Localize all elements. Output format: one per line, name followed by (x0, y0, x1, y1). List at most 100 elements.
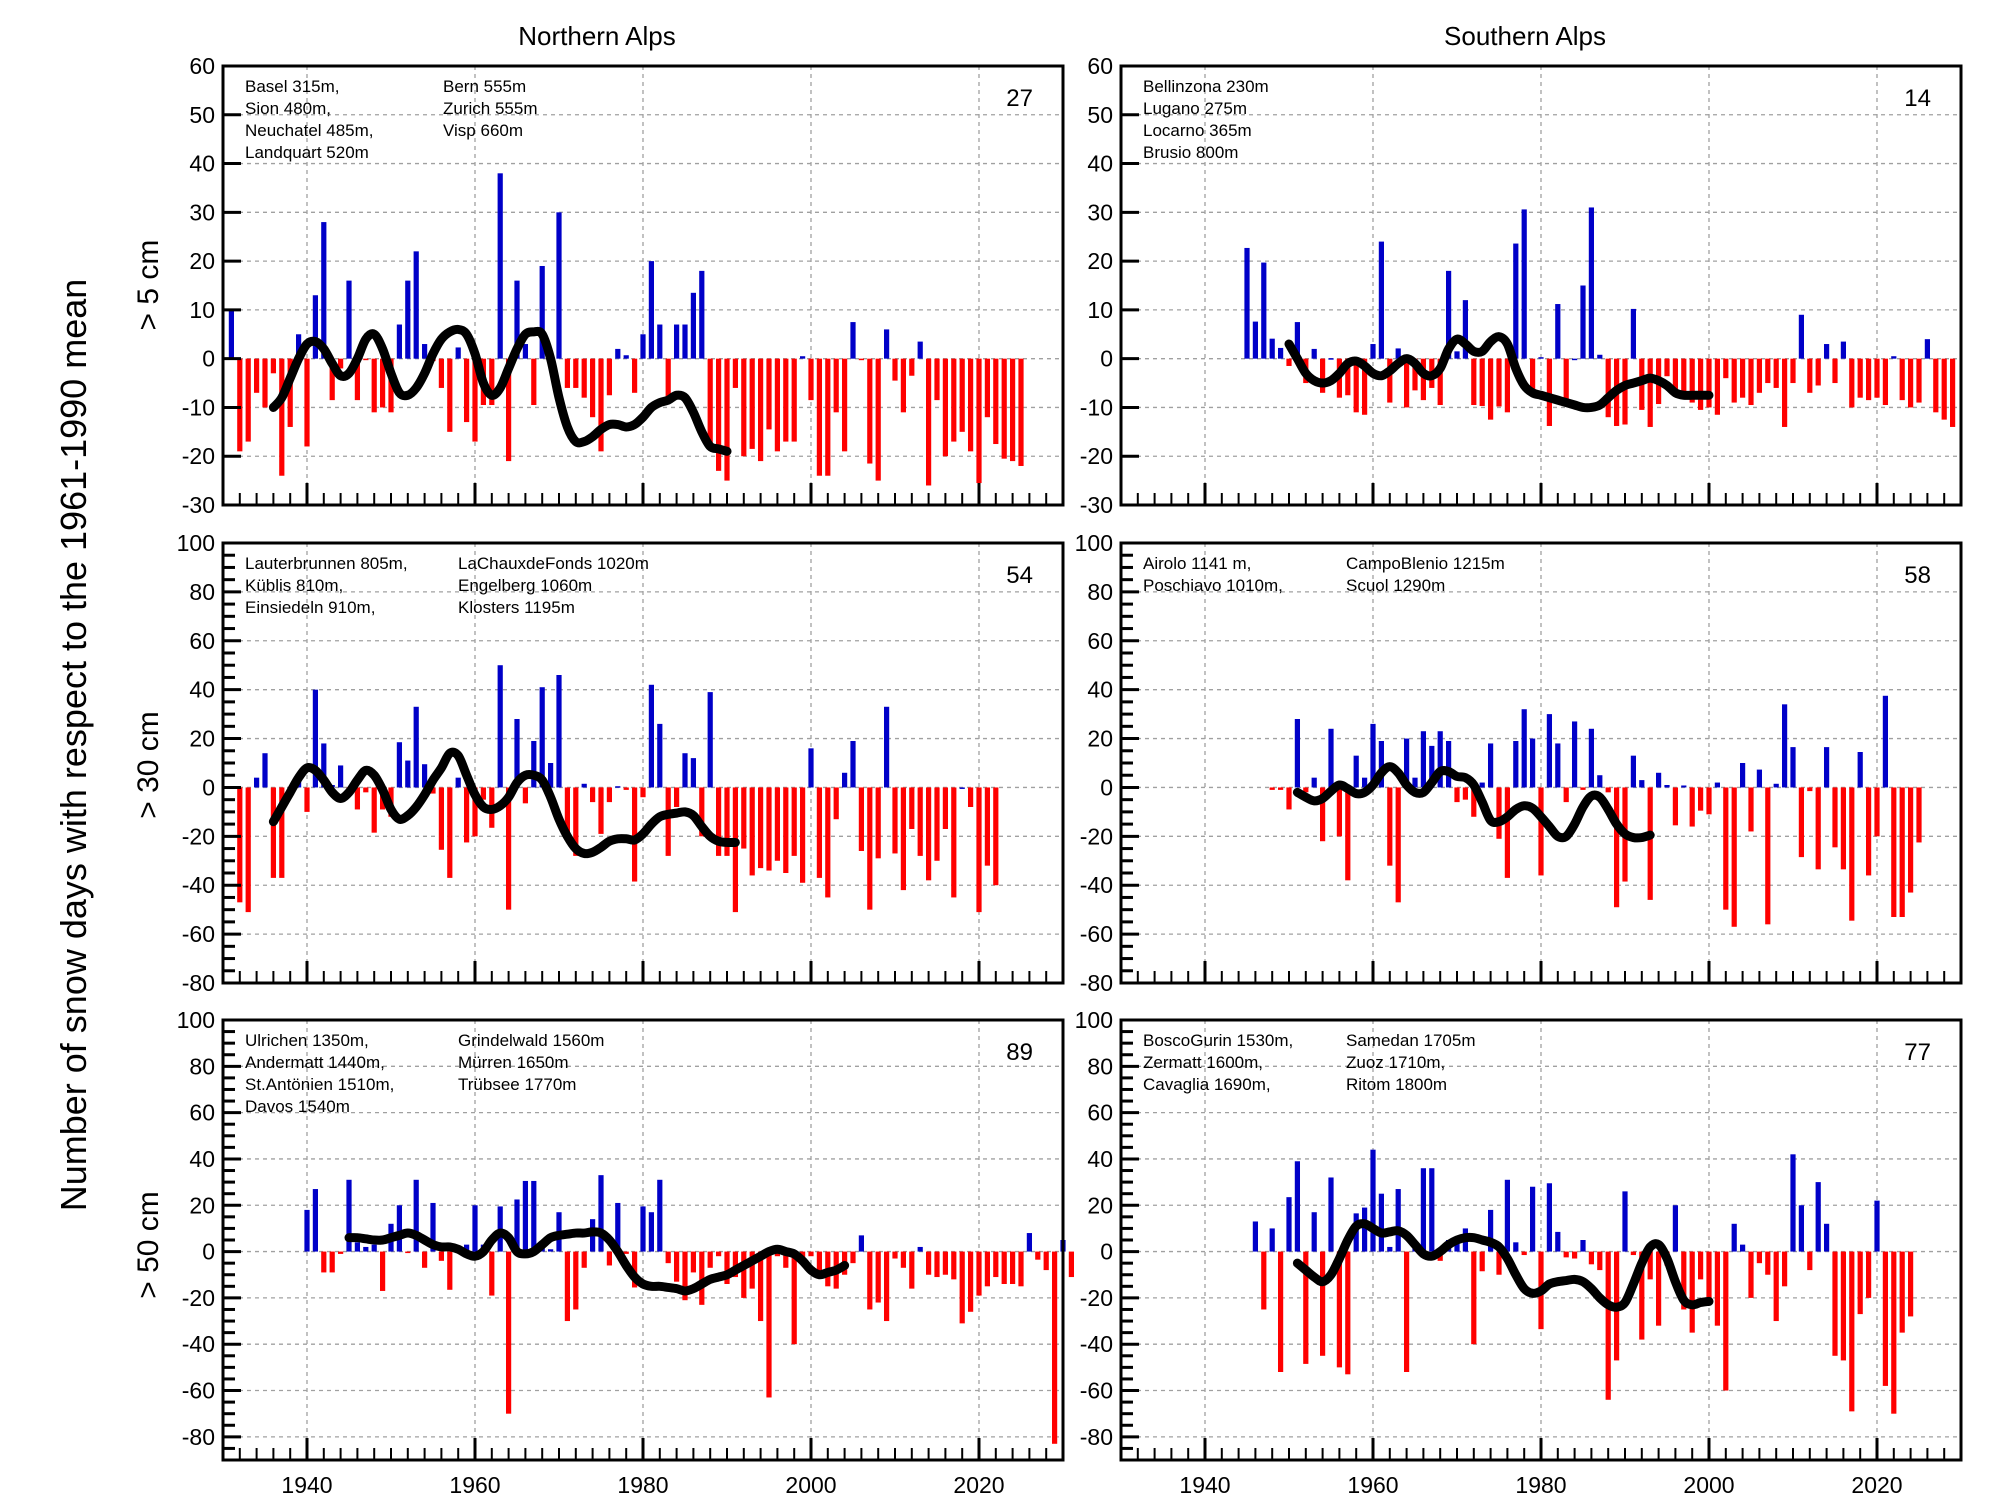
bar-negative (900, 787, 907, 891)
bar-negative (816, 1251, 823, 1273)
bar-positive (1555, 1231, 1561, 1252)
bar-negative (967, 1251, 974, 1312)
bar-positive (346, 1179, 352, 1252)
bar-positive (539, 687, 545, 788)
bar-negative (438, 358, 445, 388)
bar-positive (648, 261, 655, 359)
bar-positive (1395, 1189, 1401, 1252)
y-tick-label: -30 (1080, 492, 1113, 518)
bar-positive (1269, 338, 1275, 359)
bar-negative (1815, 787, 1821, 870)
bar-negative (1706, 1251, 1712, 1298)
bar-positive (1252, 321, 1259, 359)
bar-positive (413, 1179, 419, 1252)
bar-negative (354, 787, 361, 810)
bar-negative (1739, 358, 1746, 398)
bar-positive (1328, 728, 1334, 788)
bar-negative (606, 1251, 613, 1266)
station-label: BoscoGurin 1530m, (1143, 1031, 1293, 1050)
x-tick-label: 1940 (1179, 1472, 1230, 1498)
bar-positive (1328, 1177, 1334, 1252)
station-count-label: 14 (1904, 85, 1931, 112)
bar-negative (606, 787, 613, 803)
bar-positive (463, 1244, 470, 1252)
bar-negative (581, 358, 587, 398)
bar-positive (1026, 1233, 1033, 1252)
y-tick-label: -20 (1080, 443, 1113, 469)
bar-negative (892, 358, 898, 381)
bar-positive (883, 329, 890, 359)
bar-positive (808, 748, 814, 788)
bar-negative (1731, 358, 1737, 403)
bar-negative (1865, 1251, 1872, 1298)
bar-positive (396, 324, 403, 359)
station-count-label: 77 (1904, 1039, 1931, 1066)
bar-negative (766, 787, 772, 871)
bar-negative (245, 358, 251, 442)
bar-negative (1051, 1251, 1058, 1444)
bar-negative (573, 1251, 579, 1310)
bar-negative (1647, 1251, 1653, 1280)
bar-negative (1865, 358, 1872, 401)
station-label: Klosters 1195m (458, 598, 575, 617)
row-label-30cm: > 30 cm (132, 711, 165, 819)
bar-negative (909, 358, 915, 376)
y-tick-label: 60 (1087, 628, 1113, 654)
bar-negative (665, 787, 671, 856)
bar-negative (564, 1251, 571, 1322)
bar-negative (757, 1251, 764, 1322)
bar-positive (1781, 704, 1788, 788)
x-tick-label: 2000 (1683, 1472, 1734, 1498)
bar-negative (875, 787, 881, 859)
bar-negative (489, 358, 495, 406)
bar-positive (321, 743, 327, 788)
bar-negative (573, 787, 579, 856)
bar-negative (967, 358, 974, 452)
bar-negative (825, 787, 831, 898)
station-label: Bern 555m (443, 77, 526, 96)
bar-positive (657, 324, 663, 359)
station-count-label: 58 (1904, 562, 1931, 589)
bar-positive (455, 777, 461, 788)
bar-positive (1529, 1186, 1536, 1252)
bar-negative (1891, 1251, 1897, 1414)
bar-negative (1840, 787, 1847, 870)
bar-positive (1269, 1228, 1275, 1252)
station-count-label: 89 (1006, 1039, 1033, 1066)
bar-negative (766, 358, 772, 430)
y-axis-main-label: Number of snow days with respect to the … (53, 279, 94, 1212)
bar-negative (447, 1251, 453, 1290)
bar-negative (379, 358, 386, 408)
station-label: Airolo 1141 m, (1143, 554, 1251, 573)
bar-negative (774, 1251, 781, 1257)
bar-positive (1462, 300, 1469, 359)
bar-negative (934, 787, 940, 861)
bar-negative (1697, 1251, 1704, 1280)
station-label: Locarno 365m (1143, 121, 1252, 140)
bar-negative (766, 1251, 772, 1398)
station-label: Samedan 1705m (1346, 1031, 1475, 1050)
bar-positive (396, 1205, 403, 1252)
bar-negative (732, 358, 739, 388)
bar-negative (1639, 1251, 1645, 1340)
bar-positive (598, 1175, 604, 1252)
bar-negative (984, 358, 991, 418)
bar-negative (1630, 1251, 1637, 1256)
bar-negative (287, 358, 293, 427)
y-tick-label: 10 (189, 297, 215, 323)
bar-negative (1647, 787, 1653, 900)
bar-negative (1933, 358, 1939, 413)
bar-negative (1798, 787, 1805, 858)
bar-negative (606, 358, 613, 396)
bar-positive (1529, 738, 1536, 788)
bar-positive (1378, 741, 1385, 788)
bar-positive (640, 334, 646, 359)
bar-negative (1748, 787, 1754, 832)
smoothed-trend-line (1284, 332, 1714, 413)
bar-negative (505, 787, 512, 910)
bar-positive (1479, 782, 1485, 788)
bar-negative (1479, 1251, 1485, 1272)
station-label: LaChauxdeFonds 1020m (458, 554, 649, 573)
bar-negative (959, 1251, 965, 1324)
bar-positive (657, 1179, 663, 1252)
